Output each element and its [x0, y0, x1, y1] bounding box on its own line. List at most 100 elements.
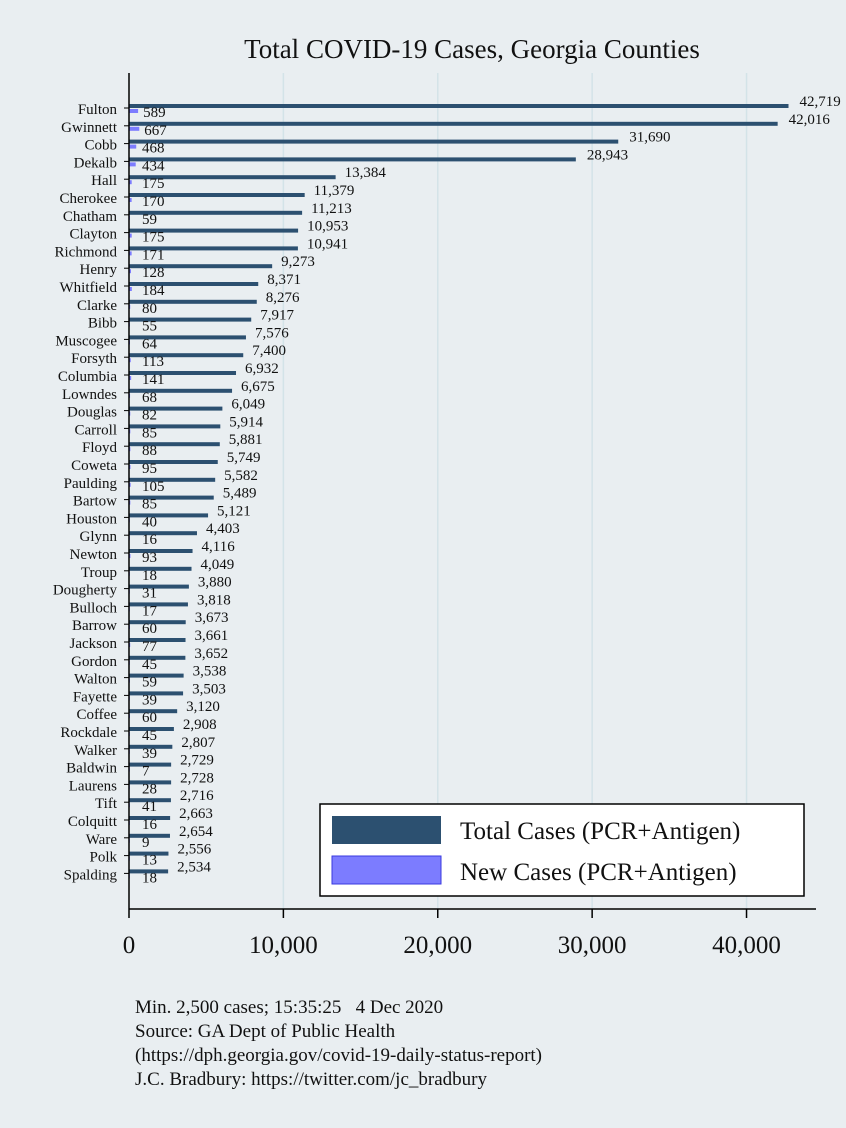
new-data-label: 64	[142, 336, 158, 352]
y-tick-label: Whitfield	[60, 280, 118, 296]
bar-total-bulloch	[129, 602, 188, 607]
bar-total-hall	[129, 175, 336, 180]
new-data-label: 39	[142, 746, 157, 762]
total-data-label: 13,384	[345, 165, 387, 181]
y-tick-label: Cobb	[84, 138, 117, 154]
new-data-label: 60	[142, 710, 157, 726]
footnote-author: J.C. Bradbury: https://twitter.com/jc_br…	[135, 1069, 487, 1090]
bar-total-henry	[129, 264, 273, 269]
y-tick-label: Clayton	[70, 227, 118, 243]
new-data-label: 9	[142, 835, 150, 851]
y-tick-label: Forsyth	[71, 351, 117, 367]
y-tick-label: Colquitt	[68, 814, 118, 830]
bar-new-hall	[129, 180, 132, 185]
total-data-label: 7,400	[252, 343, 286, 359]
total-data-label: 5,582	[224, 468, 258, 484]
total-data-label: 31,690	[629, 130, 670, 146]
bar-total-richmond	[129, 246, 298, 251]
y-tick-label: Cherokee	[60, 191, 118, 207]
new-data-label: 60	[142, 621, 157, 637]
bar-total-coweta	[129, 460, 218, 464]
y-tick-label: Baldwin	[66, 761, 117, 777]
bar-total-muscogee	[129, 335, 246, 340]
new-data-label: 18	[142, 870, 157, 886]
bar-total-polk	[129, 851, 169, 856]
y-tick-label: Hall	[91, 173, 117, 189]
total-data-label: 28,943	[587, 147, 628, 163]
legend-label-total: Total Cases (PCR+Antigen)	[460, 818, 740, 845]
y-tick-label: Paulding	[64, 476, 118, 492]
bar-new-cobb	[129, 144, 137, 149]
total-data-label: 3,652	[194, 646, 228, 662]
bar-total-houston	[129, 513, 209, 518]
y-tick-label: Dougherty	[53, 583, 118, 599]
footnote-source-url: (https://dph.georgia.gov/covid-19-daily-…	[135, 1045, 543, 1066]
y-tick-label: Henry	[80, 262, 118, 278]
bar-total-carroll	[129, 424, 221, 429]
total-data-label: 11,213	[311, 201, 352, 217]
bar-total-bibb	[129, 317, 252, 322]
new-data-label: 85	[142, 497, 157, 513]
x-tick-label: 10,000	[249, 932, 318, 959]
total-data-label: 42,719	[800, 94, 841, 110]
y-tick-label: Bibb	[88, 316, 117, 332]
bar-total-fayette	[129, 691, 184, 696]
total-data-label: 2,556	[177, 842, 211, 858]
new-data-label: 59	[142, 675, 157, 691]
new-data-label: 45	[142, 657, 157, 673]
bar-total-clarke	[129, 299, 257, 304]
bar-total-dougherty	[129, 584, 189, 589]
bar-total-newton	[129, 549, 193, 553]
total-data-label: 3,661	[195, 628, 229, 644]
x-tick-label: 30,000	[558, 932, 627, 959]
total-data-label: 3,120	[186, 699, 220, 715]
y-tick-label: Fulton	[78, 102, 118, 118]
new-data-label: 667	[144, 123, 167, 139]
chart: Total COVID-19 Cases, Georgia Counties 4…	[53, 34, 841, 959]
y-tick-label: Muscogee	[55, 333, 117, 349]
new-data-label: 113	[142, 354, 164, 370]
y-tick-label: Bulloch	[70, 600, 118, 616]
new-data-label: 16	[142, 817, 158, 833]
total-data-label: 2,654	[179, 824, 213, 840]
y-tick-label: Laurens	[69, 778, 117, 794]
bar-total-dekalb	[129, 157, 576, 162]
y-tick-label: Walton	[74, 672, 117, 688]
total-data-label: 5,749	[227, 450, 261, 466]
bar-new-dekalb	[129, 162, 136, 167]
new-data-label: 434	[142, 158, 165, 174]
new-data-label: 82	[142, 408, 157, 424]
bar-total-barrow	[129, 620, 186, 625]
bar-total-baldwin	[129, 762, 172, 767]
new-data-label: 18	[142, 568, 157, 584]
y-tick-label: Tift	[95, 796, 118, 812]
legend-swatch-new	[331, 855, 442, 885]
total-data-label: 5,914	[229, 414, 263, 430]
total-data-label: 4,403	[206, 521, 240, 537]
total-data-label: 8,276	[266, 290, 300, 306]
y-tick-label: Clarke	[77, 298, 117, 314]
new-data-label: 17	[142, 603, 158, 619]
y-tick-label: Houston	[66, 511, 117, 527]
y-tick-label: Rockdale	[60, 725, 117, 741]
total-data-label: 9,273	[281, 254, 315, 270]
y-tick-label: Carroll	[75, 422, 118, 438]
new-data-label: 128	[142, 265, 165, 281]
total-data-label: 10,953	[307, 219, 348, 235]
new-data-label: 80	[142, 301, 157, 317]
y-tick-label: Walker	[74, 743, 117, 759]
total-data-label: 2,663	[179, 806, 213, 822]
bar-total-floyd	[129, 442, 220, 447]
total-data-label: 2,729	[180, 753, 214, 769]
new-data-label: 41	[142, 799, 157, 815]
total-data-label: 6,049	[231, 397, 265, 413]
total-data-label: 5,121	[217, 503, 251, 519]
new-data-label: 55	[142, 319, 157, 335]
new-data-label: 40	[142, 514, 157, 530]
bar-total-cherokee	[129, 193, 305, 197]
bar-new-gwinnett	[129, 126, 140, 131]
total-data-label: 2,728	[180, 770, 214, 786]
bar-new-forsyth	[129, 358, 131, 363]
bar-total-ware	[129, 833, 170, 838]
new-data-label: 175	[142, 176, 165, 192]
